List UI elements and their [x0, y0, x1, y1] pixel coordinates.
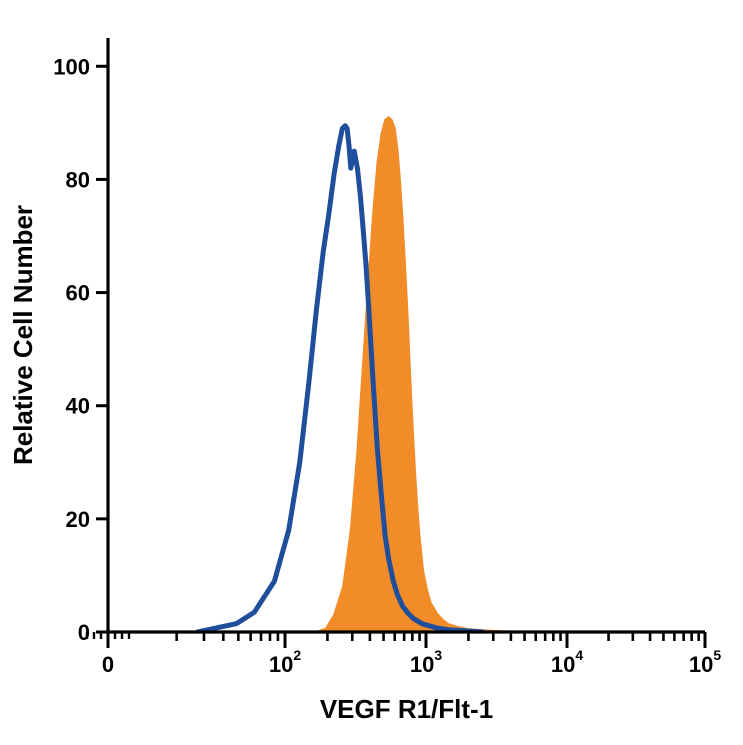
y-tick-label: 80 — [66, 167, 90, 192]
x-tick-label: 102 — [269, 647, 301, 677]
y-tick-label: 40 — [66, 394, 90, 419]
y-tick-label: 100 — [53, 54, 90, 79]
x-tick-label: 0 — [102, 652, 114, 677]
chart-container: 020406080100Relative Cell Number01021031… — [0, 0, 743, 745]
x-tick-label: 105 — [689, 647, 721, 677]
y-axis-label: Relative Cell Number — [8, 205, 38, 465]
y-tick-label: 60 — [66, 281, 90, 306]
x-tick-label: 103 — [410, 647, 442, 677]
x-tick-label: 104 — [551, 647, 583, 677]
y-tick-label: 20 — [66, 507, 90, 532]
flow-histogram: 020406080100Relative Cell Number01021031… — [0, 0, 743, 745]
x-axis-label: VEGF R1/Flt-1 — [320, 694, 493, 724]
